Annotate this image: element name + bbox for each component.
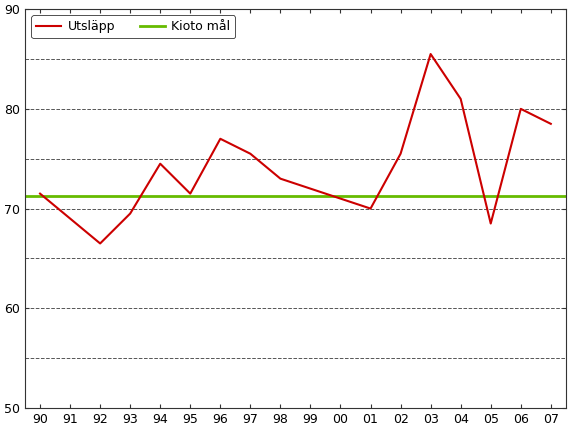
Legend: Utsläpp, Kioto mål: Utsläpp, Kioto mål [31,15,235,38]
